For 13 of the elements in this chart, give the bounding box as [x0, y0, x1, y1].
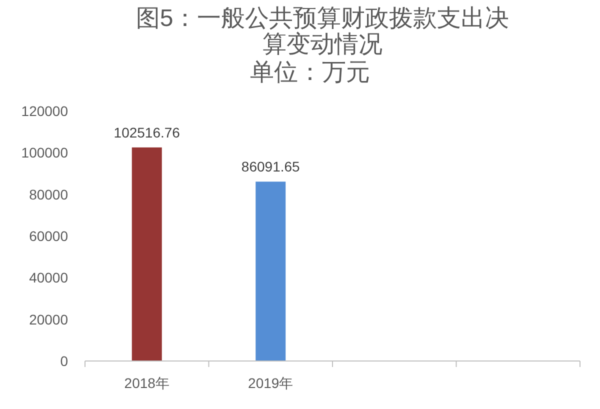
- y-tick-label: 120000: [21, 103, 68, 119]
- x-tick-label: 2019年: [248, 375, 294, 391]
- y-tick-label: 100000: [21, 144, 68, 161]
- y-tick-label: 60000: [29, 228, 68, 244]
- y-tick-label: 20000: [29, 311, 68, 328]
- y-tick-label: 80000: [29, 186, 68, 202]
- chart-subtitle: 单位：万元: [249, 59, 371, 86]
- x-tick-label: 2018年: [124, 375, 170, 391]
- chart-title: 图5：一般公共预算财政拨款支出决算变动情况: [135, 5, 510, 58]
- data-label: 102516.76: [114, 124, 180, 140]
- data-label: 86091.65: [241, 158, 300, 175]
- y-tick-label: 0: [60, 353, 68, 369]
- y-tick-label: 40000: [29, 270, 68, 286]
